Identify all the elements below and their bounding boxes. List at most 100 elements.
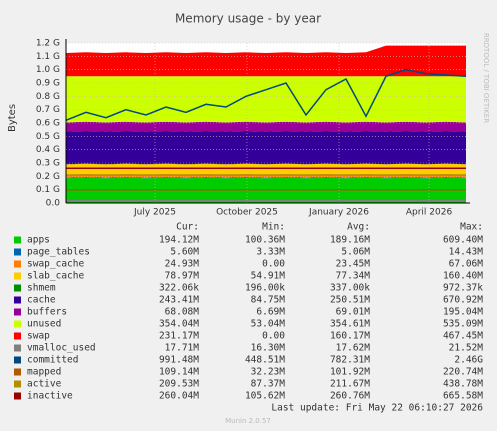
legend-stat: 54.91M (251, 271, 286, 282)
legend-stat: 67.06M (449, 259, 484, 270)
y-tick-label: 0.9 G (36, 79, 60, 89)
legend-stat: 250.51M (330, 295, 370, 306)
legend-stat: 17.62M (336, 343, 371, 354)
legend-swatch (14, 368, 21, 376)
x-tick-label: April 2026 (406, 208, 453, 218)
legend-swatch (14, 248, 21, 256)
legend-stat: 196.00k (245, 283, 285, 294)
legend-stat: 260.76M (330, 391, 370, 402)
legend-stat: 6.69M (256, 307, 285, 318)
legend-stat: 354.04M (159, 319, 199, 330)
legend-stat: 87.37M (251, 379, 286, 390)
legend-swatch (14, 308, 21, 316)
y-tick-label: 0.6 G (36, 119, 60, 129)
legend-stat: 16.30M (251, 343, 286, 354)
side-text: RRDTOOL / TOBI OETIKER (482, 33, 490, 123)
legend-stat: 231.17M (159, 331, 199, 342)
legend-stat: 77.34M (336, 271, 371, 282)
y-tick-label: 0.0 (46, 199, 61, 209)
legend-stat: 84.75M (251, 295, 286, 306)
legend-swatch (14, 332, 21, 340)
legend-label: inactive (27, 391, 73, 402)
legend-stat: 68.08M (165, 307, 200, 318)
legend-stat: 100.36M (245, 235, 285, 246)
legend-swatch (14, 296, 21, 304)
legend-stat: 260.04M (159, 391, 199, 402)
y-tick-label: 0.8 G (36, 92, 60, 102)
legend-swatch (14, 392, 21, 400)
legend-stat: 782.31M (330, 355, 370, 366)
legend-label: vmalloc_used (27, 343, 96, 354)
legend-label: swap_cache (27, 259, 84, 270)
x-tick-label: July 2025 (133, 208, 176, 218)
legend-stat: 17.71M (165, 343, 200, 354)
legend-label: buffers (27, 307, 67, 318)
legend-swatch (14, 320, 21, 328)
area (66, 131, 466, 165)
legend-stat: 670.92M (443, 295, 483, 306)
legend-label: unused (27, 319, 61, 330)
legend-swatch (14, 356, 21, 364)
y-tick-label: 0.3 G (36, 159, 60, 169)
last-update: Last update: Fri May 22 06:10:27 2026 (271, 403, 483, 414)
version: Munin 2.0.57 (225, 417, 271, 425)
legend-header: Max: (460, 222, 483, 233)
legend-stat: 972.37k (443, 283, 483, 294)
legend-stat: 69.01M (336, 307, 371, 318)
legend-stat: 448.51M (245, 355, 285, 366)
legend-stat: 105.62M (245, 391, 285, 402)
legend-swatch (14, 236, 21, 244)
y-tick-label: 0.1 G (36, 185, 60, 195)
y-tick-label: 1.2 G (36, 39, 60, 49)
legend-stat: 5.60M (170, 247, 199, 258)
legend-stat: 354.61M (330, 319, 370, 330)
legend-stat: 24.93M (165, 259, 200, 270)
legend-stat: 438.78M (443, 379, 483, 390)
legend-label: page_tables (27, 247, 90, 258)
legend-label: mapped (27, 367, 61, 378)
legend-stat: 78.97M (165, 271, 200, 282)
legend-label: shmem (27, 283, 56, 294)
legend-stat: 0.00 (262, 331, 285, 342)
legend-swatch (14, 272, 21, 280)
legend-stat: 535.09M (443, 319, 483, 330)
line (65, 68, 467, 121)
x-tick-label: October 2025 (216, 208, 278, 218)
legend-swatch (14, 260, 21, 268)
y-tick-label: 1.1 G (36, 52, 60, 62)
legend-stat: 220.74M (443, 367, 483, 378)
legend-stat: 211.67M (330, 379, 370, 390)
area (66, 45, 466, 77)
legend-stat: 194.12M (159, 235, 199, 246)
x-tick-label: January 2026 (308, 208, 369, 218)
legend-stat: 14.43M (449, 247, 484, 258)
legend-stat: 322.06k (159, 283, 199, 294)
legend-stat: 21.52M (449, 343, 484, 354)
legend-stat: 665.58M (443, 391, 483, 402)
legend-swatch (14, 284, 21, 292)
legend-stat: 0.00 (262, 259, 285, 270)
legend-stat: 209.53M (159, 379, 199, 390)
legend-stat: 53.04M (251, 319, 286, 330)
chart-title: Memory usage - by year (175, 12, 321, 26)
legend-stat: 243.41M (159, 295, 199, 306)
legend-stat: 23.45M (336, 259, 371, 270)
area (66, 76, 466, 123)
y-axis-label: Bytes (7, 104, 18, 132)
legend-stat: 160.17M (330, 331, 370, 342)
legend-stat: 2.46G (454, 355, 483, 366)
legend-stat: 109.14M (159, 367, 199, 378)
legend-stat: 189.16M (330, 235, 370, 246)
legend-label: apps (27, 235, 50, 246)
legend-stat: 3.33M (256, 247, 285, 258)
area (66, 121, 466, 132)
y-tick-label: 0.7 G (36, 105, 60, 115)
y-tick-label: 1.0 G (36, 65, 60, 75)
area (66, 163, 466, 175)
y-tick-label: 0.4 G (36, 145, 60, 155)
legend-label: cache (27, 295, 56, 306)
legend-label: slab_cache (27, 271, 84, 282)
legend-label: active (27, 379, 62, 390)
legend-stat: 467.45M (443, 331, 483, 342)
